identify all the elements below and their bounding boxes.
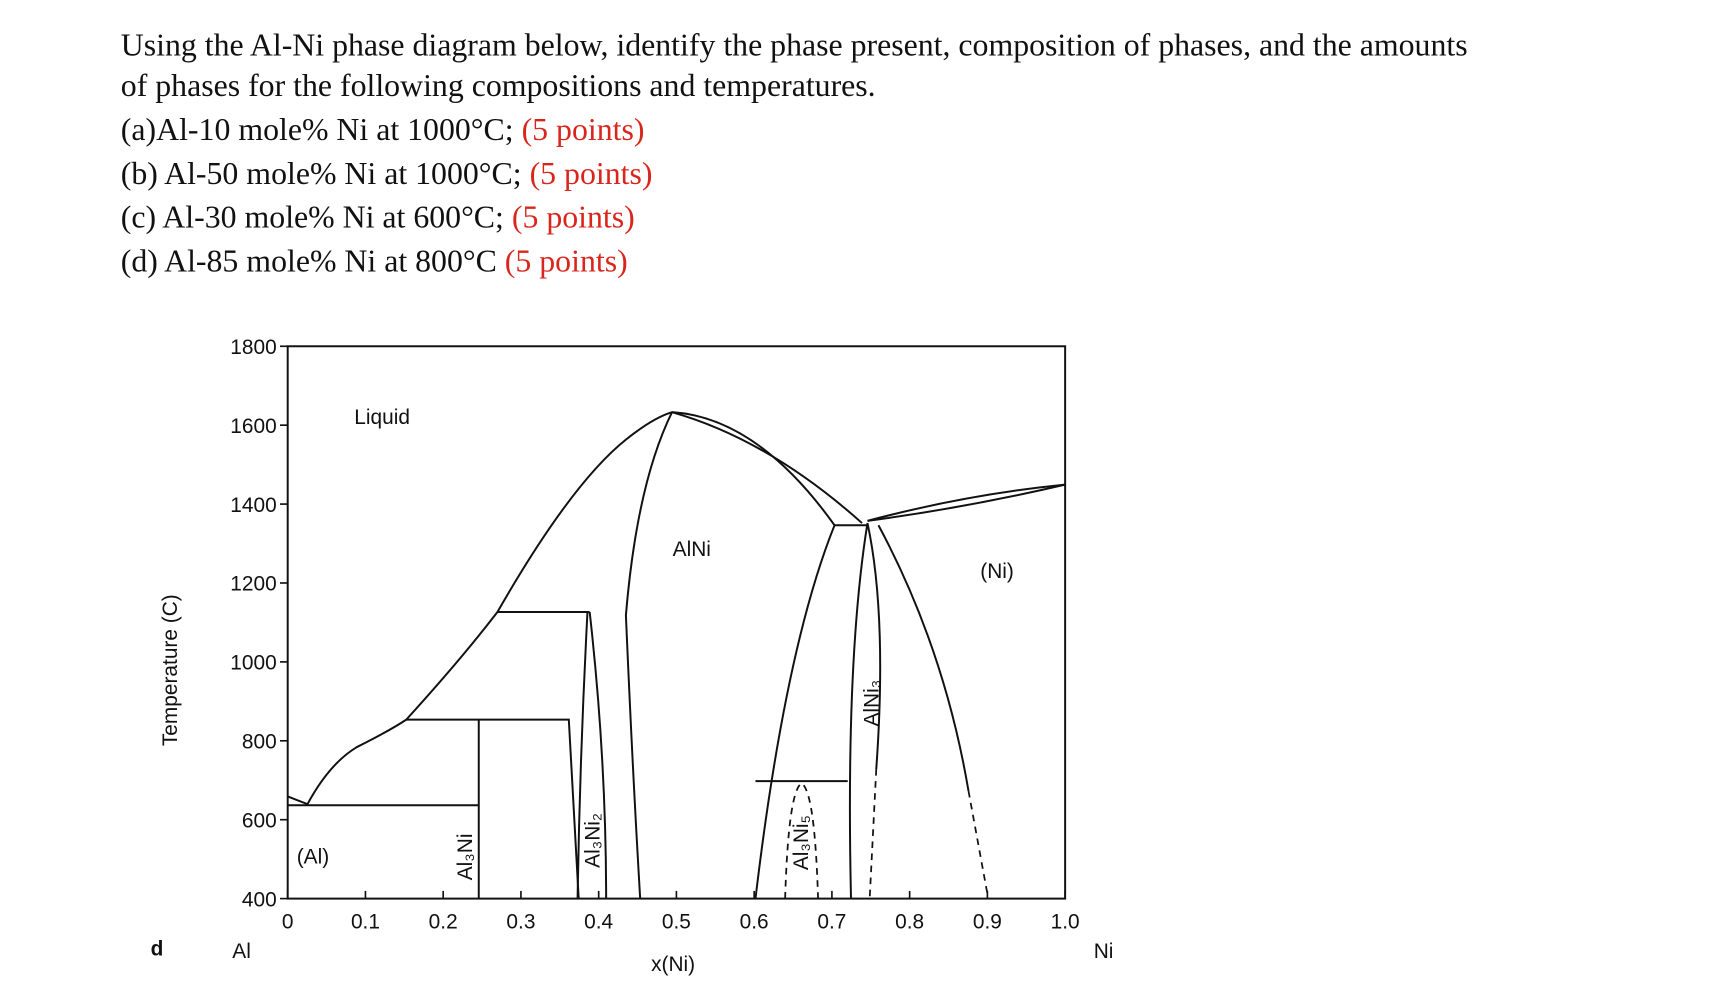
x-tick-label: 0.4 bbox=[584, 910, 613, 933]
part-text: (d) Al-85 mole% Ni at 800°C bbox=[121, 244, 497, 279]
x-tick-label: 0.1 bbox=[351, 910, 380, 933]
part-text: (c) Al-30 mole% Ni at 600°C; bbox=[121, 200, 504, 235]
part-points: (5 points) bbox=[522, 112, 645, 147]
x-tick-label: 0.6 bbox=[740, 910, 769, 933]
part-text: (b) Al-50 mole% Ni at 1000°C; bbox=[121, 156, 522, 191]
question-part: (a)Al-10 mole% Ni at 1000°C; (5 points) bbox=[121, 112, 645, 147]
question-part: (b) Al-50 mole% Ni at 1000°C; (5 points) bbox=[121, 156, 653, 191]
axis-ticks: 0 0.1 0.2 0.3 0.4 0.5 0.6 0.7 0.8 0.9 1.0 400 600 800… bbox=[230, 336, 1079, 933]
part-points: (5 points) bbox=[512, 200, 635, 235]
x-tick-label: 0.7 bbox=[817, 910, 846, 933]
x-tick-label: 1.0 bbox=[1051, 910, 1080, 933]
phase-label: Al₃Ni₂ bbox=[582, 813, 605, 868]
y-tick-label: 1400 bbox=[230, 494, 276, 517]
phase-label: (Ni) bbox=[980, 560, 1014, 583]
question-part: (d) Al-85 mole% Ni at 800°C (5 points) bbox=[121, 244, 628, 279]
y-tick-label: 1600 bbox=[230, 415, 276, 438]
y-axis-title: Temperature (C) bbox=[159, 594, 182, 746]
y-tick-label: 1000 bbox=[230, 652, 276, 675]
y-tick-label: 800 bbox=[242, 730, 277, 753]
phase-label: Liquid bbox=[354, 406, 410, 429]
phase-label: AlNi₃ bbox=[860, 680, 883, 727]
question-part: (c) Al-30 mole% Ni at 600°C; (5 points) bbox=[121, 200, 635, 235]
panel-label: d bbox=[151, 938, 164, 961]
x-tick-label: 0.2 bbox=[429, 910, 458, 933]
y-tick-label: 600 bbox=[242, 809, 277, 832]
phase-label: Al₃Ni bbox=[454, 834, 477, 881]
phase-boundaries bbox=[287, 411, 1066, 899]
x-tick-label: 0.5 bbox=[662, 910, 691, 933]
y-tick-label: 400 bbox=[242, 888, 277, 911]
question: Using the Al-Ni phase diagram below, ide… bbox=[121, 27, 1468, 278]
phase-label: (Al) bbox=[297, 845, 329, 868]
x-tick-label: 0.9 bbox=[973, 910, 1002, 933]
phase-label: Al₃Ni₅ bbox=[790, 815, 813, 870]
part-points: (5 points) bbox=[505, 244, 628, 279]
y-tick-label: 1200 bbox=[230, 573, 276, 596]
question-line: Using the Al-Ni phase diagram below, ide… bbox=[121, 27, 1468, 62]
x-tick-label: 0.8 bbox=[895, 910, 924, 933]
x-axis-title: x(Ni) bbox=[651, 953, 695, 976]
x-tick-label: 0 bbox=[282, 910, 294, 933]
phase-diagram: 0 0.1 0.2 0.3 0.4 0.5 0.6 0.7 0.8 0.9 1.0 400 600 800… bbox=[151, 336, 1114, 976]
part-points: (5 points) bbox=[530, 156, 653, 191]
element-label: Al bbox=[232, 940, 251, 963]
y-tick-label: 1800 bbox=[230, 336, 276, 359]
part-text: (a)Al-10 mole% Ni at 1000°C; bbox=[121, 112, 514, 147]
question-line: of phases for the following compositions… bbox=[121, 68, 876, 103]
phase-label: AlNi bbox=[673, 538, 711, 561]
element-label: Ni bbox=[1094, 940, 1114, 963]
x-tick-label: 0.3 bbox=[506, 910, 535, 933]
